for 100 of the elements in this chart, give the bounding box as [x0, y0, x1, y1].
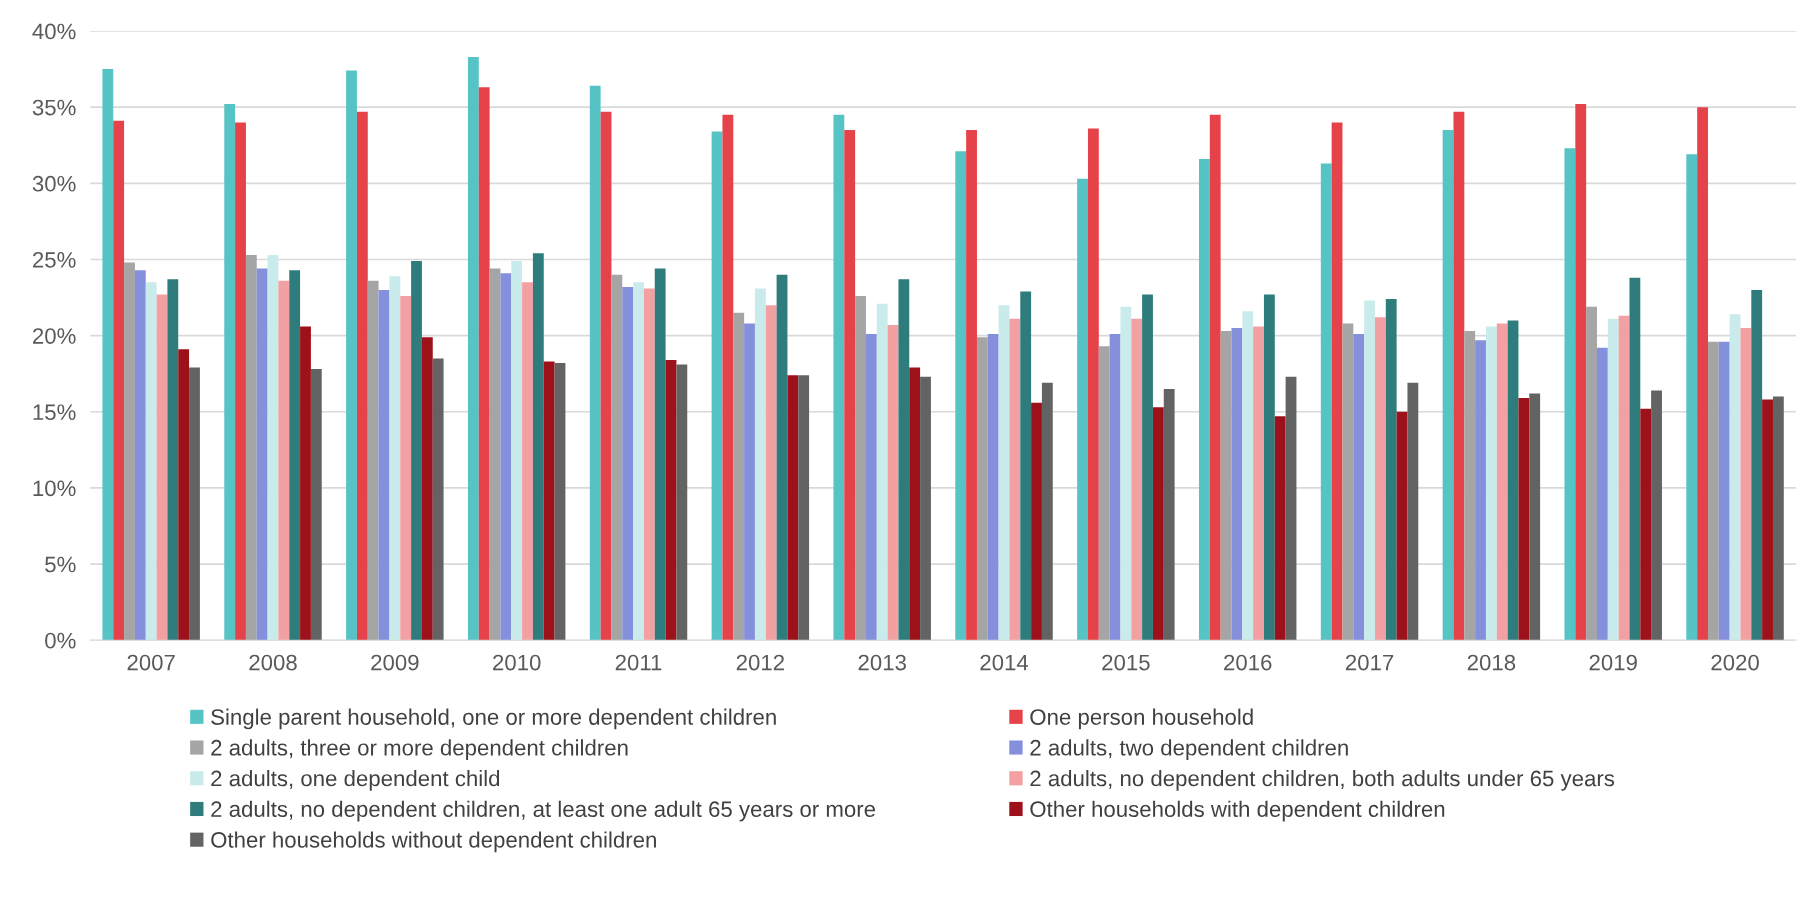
bar: [478, 87, 490, 641]
y-tick-label: 40%: [32, 23, 76, 40]
bar: [1740, 328, 1752, 641]
bar: [1485, 326, 1497, 641]
x-tick-label: 2014: [980, 654, 1029, 671]
bar: [1041, 382, 1053, 641]
bar: [522, 282, 533, 641]
bar: [722, 114, 734, 641]
x-tick-label: 2008: [249, 654, 297, 671]
bar: [289, 270, 301, 641]
bar: [1209, 114, 1221, 641]
bar: [1374, 317, 1386, 641]
legend-label: Other households with dependent children: [1030, 800, 1445, 822]
bar: [833, 114, 845, 641]
bar: [876, 303, 888, 641]
legend-label: Other households without dependent children: [211, 831, 656, 853]
bar: [1342, 323, 1354, 641]
bar: [367, 280, 379, 641]
bar: [1629, 277, 1641, 641]
bar: [898, 279, 910, 641]
legend-label: 2 adults, no dependent children, at least one adult 65 years or more: [211, 800, 876, 822]
bar: [920, 376, 931, 641]
bar: [1220, 331, 1232, 641]
bar: [909, 367, 921, 641]
bar: [267, 254, 279, 641]
bar: [1475, 340, 1486, 641]
x-tick-label: 2020: [1711, 654, 1759, 671]
bar: [1762, 399, 1773, 641]
bar: [278, 280, 290, 641]
bar: [134, 270, 146, 641]
bar: [102, 69, 114, 641]
bar: [611, 274, 623, 641]
legend-label: 2 adults, no dependent children, both adults under 65 years: [1030, 769, 1615, 791]
bar: [998, 305, 1010, 641]
bar: [1320, 163, 1332, 641]
bar: [1385, 299, 1397, 641]
y-tick-label: 10%: [33, 480, 76, 497]
legend-label: One person household: [1030, 708, 1253, 730]
bar: [235, 122, 246, 641]
bar: [1640, 408, 1652, 641]
bar: [865, 334, 877, 641]
bar: [1353, 334, 1365, 641]
x-tick-label: 2013: [858, 654, 906, 671]
bar: [356, 111, 368, 641]
bar: [1142, 294, 1153, 641]
y-tick-label: 15%: [33, 404, 76, 421]
bar: [1109, 334, 1121, 641]
bar: [1263, 294, 1275, 641]
bar: [765, 305, 777, 641]
bar: [1707, 341, 1719, 641]
bar: [1607, 318, 1619, 641]
bar: [1496, 323, 1508, 641]
x-tick-label: 2007: [127, 654, 175, 671]
bar: [744, 323, 755, 641]
bar: [1507, 320, 1519, 641]
x-tick-label: 2019: [1589, 654, 1637, 671]
bar: [798, 375, 810, 641]
bar: [1131, 318, 1143, 641]
x-tick-label: 2010: [493, 654, 541, 671]
bar: [554, 363, 566, 641]
bar: [1529, 393, 1541, 641]
bar: [300, 326, 311, 641]
bar: [1098, 346, 1110, 641]
bar: [887, 324, 899, 641]
bar: [787, 375, 799, 641]
bar: [1077, 178, 1088, 641]
y-tick-label: 25%: [33, 252, 76, 268]
bar: [1152, 407, 1164, 641]
y-tick-label: 20%: [33, 328, 76, 344]
bar: [754, 288, 766, 641]
bar: [1396, 411, 1408, 641]
bar: [676, 364, 688, 641]
y-tick-label: 0%: [45, 632, 76, 649]
bar: [256, 268, 268, 641]
bar: [1618, 315, 1630, 641]
bar: [733, 312, 745, 641]
bar: [1163, 388, 1175, 641]
bar: [643, 288, 655, 641]
bar: [511, 260, 523, 641]
bar: [421, 337, 433, 641]
bar: [665, 359, 677, 641]
bar: [1586, 306, 1597, 641]
bar: [532, 253, 544, 641]
bar: [1464, 331, 1476, 641]
bar: [1274, 416, 1286, 641]
bar: [1120, 306, 1132, 641]
bar: [224, 104, 236, 641]
bar: [1364, 300, 1375, 641]
bar: [432, 358, 444, 641]
bar: [1087, 128, 1099, 641]
bar: [156, 294, 168, 641]
x-tick-label: 2017: [1345, 654, 1394, 671]
bar: [955, 151, 967, 641]
bar: [346, 70, 357, 641]
bar: [389, 276, 401, 641]
bar: [1020, 291, 1032, 641]
bar: [1596, 347, 1608, 641]
bar: [467, 56, 479, 641]
x-tick-label: 2015: [1102, 654, 1150, 671]
bar: [400, 296, 412, 641]
